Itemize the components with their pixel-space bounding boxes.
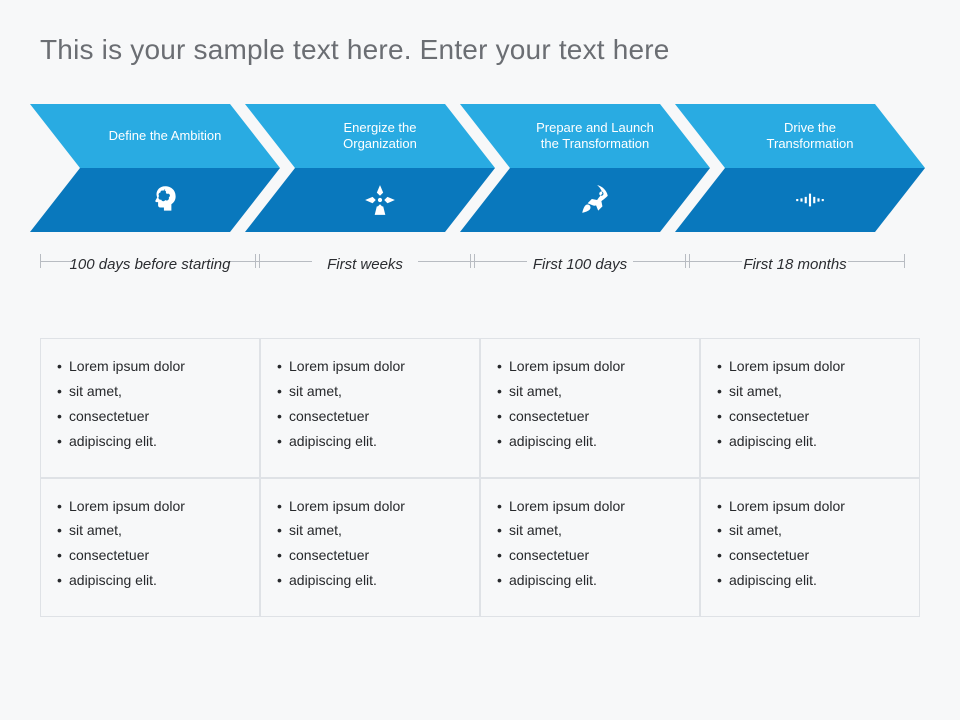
chevron-label: Define the Ambition [90,104,240,168]
chevron-step: Drive the Transformation [675,104,925,232]
grid-cell: Lorem ipsum dolor sit amet, consectetuer ad… [260,338,480,478]
bullet-item: adipiscing elit. [717,432,903,451]
bullet-item: consectetuer [277,546,463,565]
timeline-label: First weeks [255,256,475,275]
bullet-list: Lorem ipsum dolor sit amet, consectetuer ad… [717,357,903,451]
bullet-item: sit amet, [277,382,463,401]
bullet-item: sit amet, [57,521,243,540]
bullet-item: adipiscing elit. [57,571,243,590]
bullet-list: Lorem ipsum dolor sit amet, consectetuer ad… [277,497,463,591]
bullet-grid: Lorem ipsum dolor sit amet, consectetuer ad… [40,338,920,617]
grid-cell: Lorem ipsum dolor sit amet, consectetuer ad… [40,338,260,478]
timeline-cell: First 18 months [685,254,905,291]
page-title: This is your sample text here. Enter you… [40,34,920,66]
chevron-step: Prepare and Launch the Transformation [460,104,710,232]
chevron-label: Drive the Transformation [735,104,885,168]
bullet-item: sit amet, [497,521,683,540]
grid-cell: Lorem ipsum dolor sit amet, consectetuer ad… [700,338,920,478]
bullet-item: consectetuer [717,546,903,565]
bullet-item: consectetuer [57,407,243,426]
windmill-icon [305,168,455,232]
brain-head-icon [90,168,240,232]
grid-cell: Lorem ipsum dolor sit amet, consectetuer ad… [700,478,920,618]
bullet-item: adipiscing elit. [277,571,463,590]
timeline-cell: 100 days before starting [40,254,260,291]
bullet-item: sit amet, [277,521,463,540]
timeline-row: 100 days before startingFirst weeksFirst… [40,254,920,314]
bullet-item: Lorem ipsum dolor [277,357,463,376]
rocket-icon [520,168,670,232]
bullet-item: consectetuer [277,407,463,426]
bullet-list: Lorem ipsum dolor sit amet, consectetuer ad… [57,497,243,591]
bullet-item: Lorem ipsum dolor [57,497,243,516]
bullet-list: Lorem ipsum dolor sit amet, consectetuer ad… [497,357,683,451]
bullet-item: Lorem ipsum dolor [57,357,243,376]
bullet-item: Lorem ipsum dolor [497,497,683,516]
bullet-item: sit amet, [57,382,243,401]
bullet-item: consectetuer [717,407,903,426]
bullet-item: Lorem ipsum dolor [277,497,463,516]
bullet-item: consectetuer [497,407,683,426]
timeline-cell: First weeks [255,254,475,291]
chevron-label: Energize the Organization [305,104,455,168]
chevron-step: Energize the Organization [245,104,495,232]
bullet-item: adipiscing elit. [497,571,683,590]
timeline-label: 100 days before starting [40,256,260,275]
bullet-item: Lorem ipsum dolor [497,357,683,376]
bullet-list: Lorem ipsum dolor sit amet, consectetuer ad… [57,357,243,451]
bullet-item: adipiscing elit. [497,432,683,451]
bullet-item: sit amet, [497,382,683,401]
bullet-item: Lorem ipsum dolor [717,357,903,376]
audio-wave-icon [735,168,885,232]
bullet-item: adipiscing elit. [717,571,903,590]
bullet-item: consectetuer [57,546,243,565]
grid-cell: Lorem ipsum dolor sit amet, consectetuer ad… [480,478,700,618]
bullet-item: Lorem ipsum dolor [717,497,903,516]
bullet-item: sit amet, [717,382,903,401]
grid-cell: Lorem ipsum dolor sit amet, consectetuer ad… [40,478,260,618]
timeline-label: First 100 days [470,256,690,275]
chevron-step: Define the Ambition [30,104,280,232]
bullet-item: adipiscing elit. [277,432,463,451]
bullet-item: sit amet, [717,521,903,540]
chevron-label: Prepare and Launch the Transformation [520,104,670,168]
bullet-item: adipiscing elit. [57,432,243,451]
timeline-label: First 18 months [685,256,905,275]
grid-cell: Lorem ipsum dolor sit amet, consectetuer ad… [480,338,700,478]
grid-cell: Lorem ipsum dolor sit amet, consectetuer ad… [260,478,480,618]
chevron-row: Define the Ambition Energize the Organiz… [30,104,920,232]
bullet-list: Lorem ipsum dolor sit amet, consectetuer ad… [497,497,683,591]
bullet-list: Lorem ipsum dolor sit amet, consectetuer ad… [717,497,903,591]
timeline-cell: First 100 days [470,254,690,291]
bullet-item: consectetuer [497,546,683,565]
bullet-list: Lorem ipsum dolor sit amet, consectetuer ad… [277,357,463,451]
